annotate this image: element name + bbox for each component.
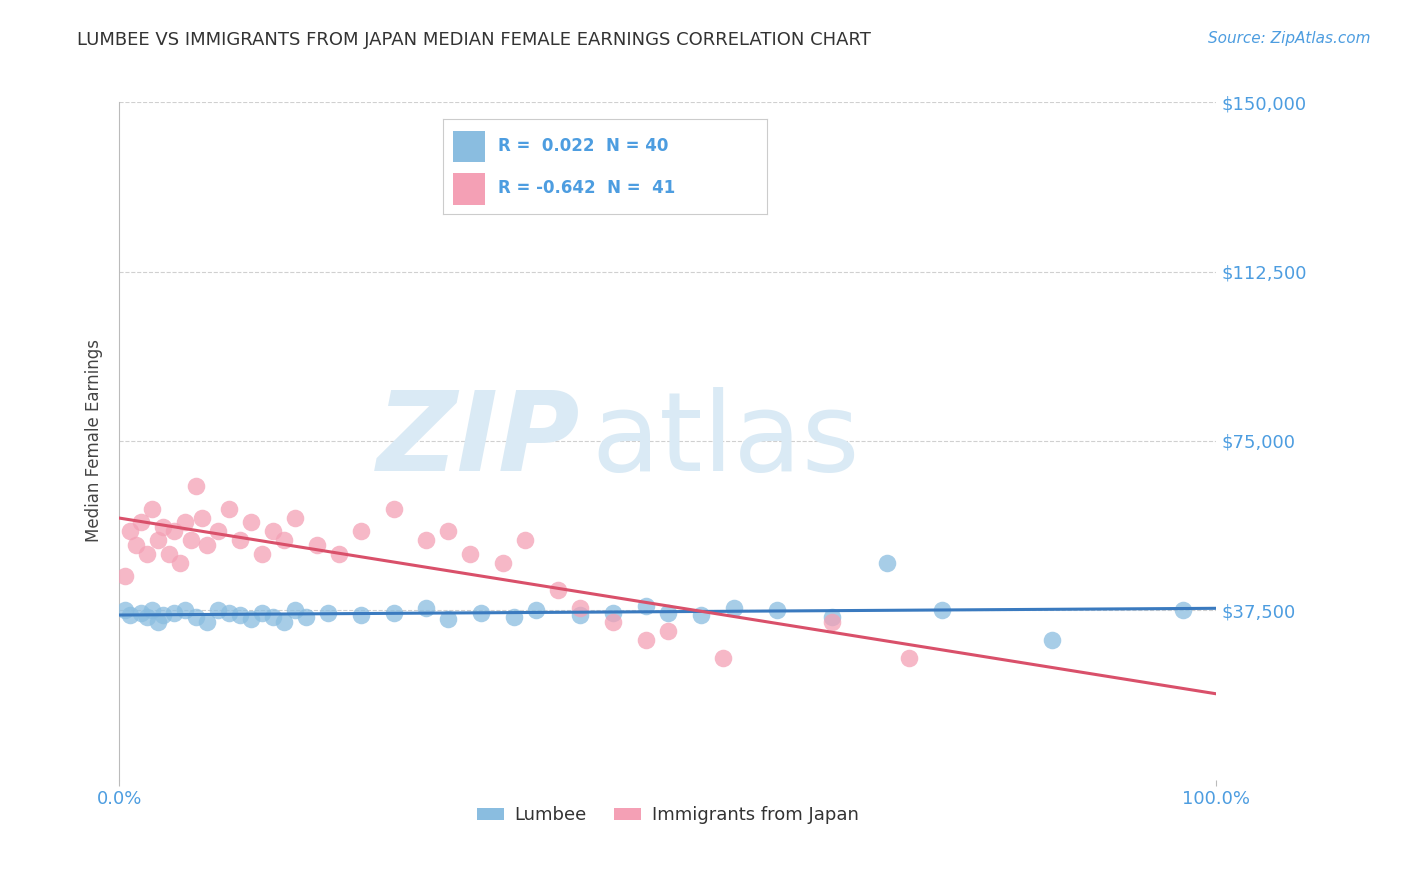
Point [174, 603, 197, 617]
Point [195, 538, 218, 552]
Point [415, 533, 437, 548]
Point [120, 524, 142, 539]
Point [184, 610, 207, 624]
Point [250, 606, 273, 620]
Point [207, 524, 229, 539]
Point [262, 610, 284, 624]
Point [470, 606, 492, 620]
Point [250, 547, 273, 561]
Point [141, 501, 163, 516]
Point [262, 524, 284, 539]
Point [273, 533, 295, 548]
Point [129, 515, 152, 529]
Point [157, 547, 180, 561]
Point [152, 520, 174, 534]
Point [169, 556, 191, 570]
Point [382, 606, 405, 620]
Point [229, 533, 252, 548]
Point [152, 607, 174, 622]
Point [711, 650, 734, 665]
Point [120, 607, 142, 622]
Point [239, 515, 262, 529]
Point [898, 650, 921, 665]
Point [114, 603, 136, 617]
Point [125, 538, 148, 552]
Point [1173, 603, 1195, 617]
Point [349, 524, 371, 539]
Point [305, 538, 328, 552]
Point [163, 606, 186, 620]
Point [657, 624, 679, 638]
Point [184, 479, 207, 493]
Point [766, 603, 789, 617]
Point [602, 606, 624, 620]
Point [821, 610, 844, 624]
Point [634, 599, 657, 613]
Point [207, 603, 229, 617]
Point [163, 524, 186, 539]
Point [146, 533, 169, 548]
Point [316, 606, 339, 620]
Point [218, 606, 240, 620]
Point [503, 610, 526, 624]
Text: Source: ZipAtlas.com: Source: ZipAtlas.com [1208, 31, 1371, 46]
Y-axis label: Median Female Earnings: Median Female Earnings [86, 340, 103, 542]
Point [129, 606, 152, 620]
Point [195, 615, 218, 629]
Point [114, 569, 136, 583]
Point [723, 601, 745, 615]
Point [437, 524, 460, 539]
Point [524, 603, 547, 617]
Point [492, 556, 515, 570]
Point [294, 610, 316, 624]
Point [634, 632, 657, 647]
Point [146, 615, 169, 629]
Text: ZIP: ZIP [377, 387, 581, 494]
Text: LUMBEE VS IMMIGRANTS FROM JAPAN MEDIAN FEMALE EARNINGS CORRELATION CHART: LUMBEE VS IMMIGRANTS FROM JAPAN MEDIAN F… [77, 31, 872, 49]
Point [602, 615, 624, 629]
Point [349, 607, 371, 622]
Point [239, 612, 262, 626]
Point [460, 547, 482, 561]
Point [657, 606, 679, 620]
Point [174, 515, 197, 529]
Point [415, 601, 437, 615]
Point [569, 601, 592, 615]
Point [180, 533, 202, 548]
Point [876, 556, 898, 570]
Point [273, 615, 295, 629]
Point [284, 510, 307, 524]
Point [382, 501, 405, 516]
Point [689, 607, 711, 622]
Point [135, 610, 157, 624]
Point [437, 612, 460, 626]
Point [569, 607, 592, 622]
Point [141, 603, 163, 617]
Legend: Lumbee, Immigrants from Japan: Lumbee, Immigrants from Japan [470, 799, 866, 831]
Point [328, 547, 350, 561]
Point [547, 582, 569, 597]
Point [931, 603, 953, 617]
Point [218, 501, 240, 516]
Point [190, 510, 212, 524]
Text: atlas: atlas [591, 387, 859, 494]
Point [515, 533, 537, 548]
Point [1040, 632, 1063, 647]
Point [821, 615, 844, 629]
Point [229, 607, 252, 622]
Point [284, 603, 307, 617]
Point [135, 547, 157, 561]
